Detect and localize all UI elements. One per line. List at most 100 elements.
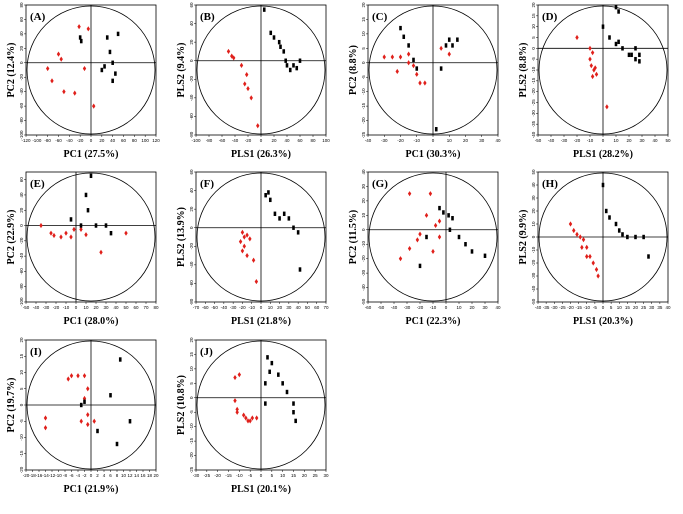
x-tick-label: 20 (302, 473, 308, 478)
data-point-black-square (83, 399, 86, 404)
data-point-black-square (483, 253, 487, 258)
data-point-red-diamond (590, 50, 595, 56)
x-tick-label: 15 (291, 473, 297, 478)
data-point-red-diamond (256, 123, 260, 129)
x-tick-label: -20 (239, 305, 246, 310)
x-tick-label: 50 (305, 305, 311, 310)
y-tick-label: -5 (19, 419, 24, 423)
y-tick-label: -25 (189, 466, 194, 473)
x-tick-label: -120 (21, 138, 31, 143)
data-point-red-diamond (233, 374, 237, 381)
data-point-black-square (277, 39, 281, 45)
y-tick-label: 40 (19, 192, 24, 198)
data-point-black-square (111, 78, 114, 84)
data-point-black-square (438, 205, 441, 211)
data-point-red-diamond (245, 72, 249, 78)
data-point-red-diamond (415, 71, 419, 77)
x-axis-label: PLS1 (21.8%) (231, 316, 291, 327)
x-axis-label: PC1 (30.3%) (406, 149, 461, 160)
data-point-red-diamond (241, 412, 246, 418)
data-point-black-square (282, 49, 286, 54)
data-point-black-square (415, 66, 419, 71)
data-point-black-square (267, 190, 270, 195)
x-tick-label: 50 (123, 305, 129, 310)
panel-label: (I) (30, 346, 42, 358)
y-axis-label: PLS2 (9.4%) (176, 43, 187, 98)
data-point-black-square (434, 127, 438, 132)
y-tick-label: 5 (361, 47, 366, 50)
y-tick-label: -10 (361, 88, 366, 95)
data-point-black-square (86, 208, 90, 213)
data-point-black-square (627, 52, 631, 58)
data-point-red-diamond (43, 415, 48, 421)
data-point-red-diamond (233, 398, 237, 404)
data-point-red-diamond (66, 376, 70, 382)
x-tick-label: -25 (204, 473, 211, 478)
y-tick-label: 30 (531, 195, 536, 201)
x-tick-label: 10 (121, 473, 127, 478)
x-tick-label: -20 (397, 138, 404, 143)
data-point-black-square (604, 208, 608, 214)
x-tick-label: 80 (153, 305, 159, 310)
x-tick-label: -30 (381, 138, 388, 143)
x-tick-label: 10 (447, 138, 453, 143)
data-point-red-diamond (588, 45, 592, 51)
x-tick-label: -10 (413, 138, 420, 143)
data-point-red-diamond (248, 236, 252, 242)
data-point-black-square (617, 9, 620, 14)
x-axis-label: PLS1 (20.3%) (573, 316, 633, 327)
y-tick-label: -60 (189, 280, 194, 287)
data-point-red-diamond (428, 191, 433, 197)
x-tick-label: -12 (49, 473, 56, 478)
y-tick-label: -20 (531, 88, 536, 95)
x-tick-label: -20 (417, 305, 424, 310)
y-tick-label: -25 (361, 131, 366, 138)
x-tick-label: 14 (134, 473, 140, 478)
data-point-black-square (642, 234, 645, 240)
data-point-red-diamond (242, 234, 246, 240)
data-point-red-diamond (82, 65, 87, 72)
y-tick-label: -25 (531, 99, 536, 106)
y-tick-label: 40 (361, 169, 366, 175)
data-point-black-square (470, 249, 474, 254)
data-point-red-diamond (588, 56, 592, 62)
x-tick-label: 60 (297, 138, 303, 143)
data-point-red-diamond (589, 63, 593, 69)
data-point-black-square (614, 221, 618, 227)
data-point-red-diamond (69, 373, 74, 379)
x-tick-label: -30 (551, 305, 558, 310)
x-tick-label: 35 (657, 305, 663, 310)
panel-7: -60 -50 -40 -30 -20 -10 0 10 20 30 40-50-40-30-20-… (348, 169, 501, 327)
y-tick-label: -35 (531, 120, 536, 127)
y-tick-label: -20 (189, 452, 194, 459)
x-tick-label: -10 (236, 473, 243, 478)
data-point-red-diamond (245, 252, 249, 259)
data-point-red-diamond (254, 415, 259, 421)
x-tick-label: -40 (391, 305, 398, 310)
panel-label: (A) (30, 11, 46, 23)
data-point-red-diamond (439, 45, 443, 51)
data-point-red-diamond (72, 226, 76, 232)
y-tick-label: -40 (189, 94, 194, 101)
x-tick-label: 40 (652, 138, 658, 143)
data-point-black-square (277, 372, 280, 377)
x-tick-label: -5 (593, 305, 597, 310)
data-point-red-diamond (433, 222, 438, 229)
x-tick-label: 25 (313, 473, 319, 478)
x-tick-label: -30 (193, 473, 200, 478)
x-tick-label: -50 (23, 305, 30, 310)
data-point-red-diamond (578, 234, 582, 240)
x-tick-label: -5 (248, 473, 252, 478)
y-tick-label: 10 (189, 366, 194, 372)
data-point-red-diamond (605, 104, 609, 110)
data-point-black-square (295, 65, 299, 71)
data-point-black-square (128, 419, 132, 424)
data-point-black-square (111, 60, 114, 65)
x-tick-label: 16 (140, 473, 146, 478)
data-point-red-diamond (431, 248, 435, 255)
data-point-black-square (285, 389, 289, 395)
data-point-red-diamond (124, 230, 128, 236)
data-point-red-diamond (594, 266, 599, 273)
data-point-black-square (264, 381, 267, 386)
data-point-black-square (103, 64, 106, 69)
